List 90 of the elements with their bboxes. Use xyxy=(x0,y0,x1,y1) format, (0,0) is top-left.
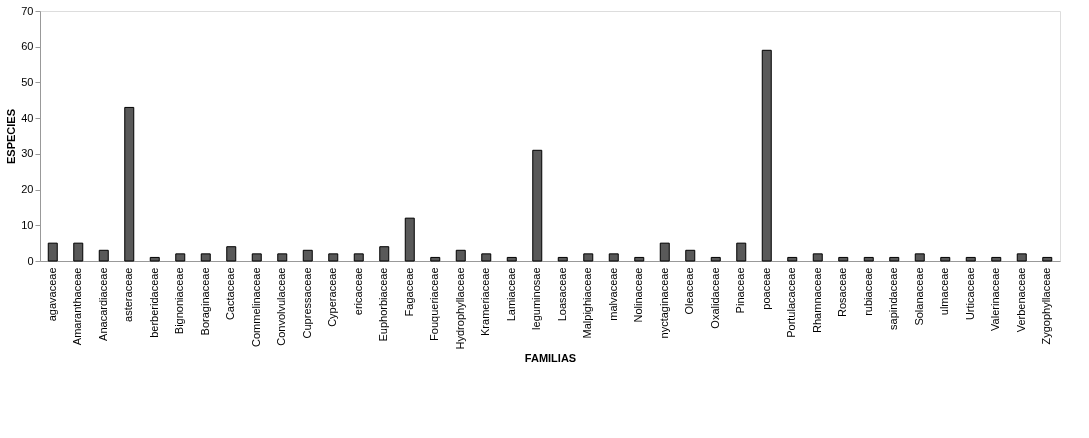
x-tick-label: Commelinaceae xyxy=(249,267,262,347)
bar xyxy=(328,253,339,262)
x-tick-label: Rosaceae xyxy=(836,267,849,318)
x-tick-label: Hydrophyllaceae xyxy=(453,267,466,350)
bar xyxy=(1042,256,1053,262)
x-tick-label: Oxalidaceae xyxy=(708,267,721,329)
bar xyxy=(200,253,211,262)
x-tick-label: Pinaceae xyxy=(734,267,747,314)
x-tick-label: Krameriaceae xyxy=(479,267,492,336)
x-tick-label: leguminosae xyxy=(530,267,543,330)
bar xyxy=(430,256,441,262)
x-tick-label: berberidaceae xyxy=(147,267,160,338)
x-tick-label: Anacardiaceae xyxy=(96,267,109,341)
bar xyxy=(736,242,747,262)
bar xyxy=(685,249,696,262)
bar xyxy=(787,256,798,262)
x-tick-label: Fouqueriaceae xyxy=(428,267,441,341)
x-tick-label: Zygophyllaceae xyxy=(1040,267,1053,345)
y-tick-label: 10 xyxy=(21,218,34,231)
bar xyxy=(379,246,390,262)
bar xyxy=(404,217,415,262)
bar xyxy=(940,256,951,262)
bar xyxy=(991,256,1002,262)
x-tick-label: poaceae xyxy=(759,267,772,310)
x-tick-label: Convolvulaceae xyxy=(275,267,288,346)
x-axis-title: FAMILIAS xyxy=(524,352,577,365)
bar xyxy=(889,256,900,262)
x-tick-label: Loasaceae xyxy=(555,267,568,322)
x-tick-label: ulmaceae xyxy=(938,267,951,316)
bar xyxy=(455,249,466,262)
y-tick-label: 0 xyxy=(27,254,34,267)
y-axis-title: ESPECIES xyxy=(5,108,18,165)
bar xyxy=(149,256,160,262)
bar xyxy=(914,253,925,262)
bar xyxy=(634,256,645,262)
bar xyxy=(1016,253,1027,262)
x-tick-label: Verbenaceae xyxy=(1014,267,1027,333)
bar xyxy=(251,253,262,262)
x-tick-label: Boraginaceae xyxy=(198,267,211,336)
x-tick-label: Amaranthaceae xyxy=(71,267,84,346)
x-tick-label: malvaceae xyxy=(606,267,619,321)
bar xyxy=(557,256,568,262)
x-tick-label: Portulacaceae xyxy=(785,267,798,338)
bar xyxy=(73,242,84,262)
x-tick-label: Valerinaceae xyxy=(989,267,1002,331)
bar xyxy=(838,256,849,262)
bar xyxy=(277,253,288,262)
x-tick-label: asteraceae xyxy=(122,267,135,322)
bar xyxy=(761,49,772,262)
bar xyxy=(608,253,619,262)
bar xyxy=(863,256,874,262)
bar xyxy=(175,253,186,262)
x-tick-label: Rhamnaceae xyxy=(810,267,823,333)
bar xyxy=(812,253,823,262)
bar xyxy=(659,242,670,262)
x-tick-label: Cupressaceae xyxy=(300,267,313,339)
y-tick-label: 40 xyxy=(21,111,34,124)
x-tick-label: ericaceae xyxy=(351,267,364,316)
bar xyxy=(506,256,517,262)
x-tick-label: Malpighiaceae xyxy=(581,267,594,339)
x-tick-label: Cactaceae xyxy=(224,267,237,321)
bar xyxy=(481,253,492,262)
bar xyxy=(710,256,721,262)
x-tick-label: Solanaceae xyxy=(912,267,925,326)
bar xyxy=(124,106,135,262)
x-tick-label: Bignoniaceae xyxy=(173,267,186,335)
x-tick-label: sapindaceae xyxy=(887,267,900,330)
x-tick-label: Lamiaceae xyxy=(504,267,517,322)
x-tick-label: Oleaceae xyxy=(683,267,696,315)
x-tick-label: agavaceae xyxy=(45,267,58,322)
x-tick-label: Euphorbiaceae xyxy=(377,267,390,342)
y-tick-label: 20 xyxy=(21,183,34,196)
y-tick-label: 70 xyxy=(21,4,34,17)
y-tick-label: 30 xyxy=(21,147,34,160)
y-tick-label: 50 xyxy=(21,75,34,88)
x-tick-label: Urticaceae xyxy=(963,267,976,321)
bar xyxy=(98,249,109,262)
x-tick-label: nyctaginaceae xyxy=(657,267,670,339)
x-tick-label: Fagaceae xyxy=(402,267,415,317)
bar xyxy=(302,249,313,262)
bar xyxy=(353,253,364,262)
bar xyxy=(47,242,58,262)
bar xyxy=(226,246,237,262)
x-tick-label: Cyperaceae xyxy=(326,267,339,327)
bar xyxy=(965,256,976,262)
x-tick-label: Nolinaceae xyxy=(632,267,645,323)
x-tick-label: rubiaceae xyxy=(861,267,874,316)
bar xyxy=(583,253,594,262)
bar xyxy=(532,149,543,262)
y-tick-label: 60 xyxy=(21,40,34,53)
